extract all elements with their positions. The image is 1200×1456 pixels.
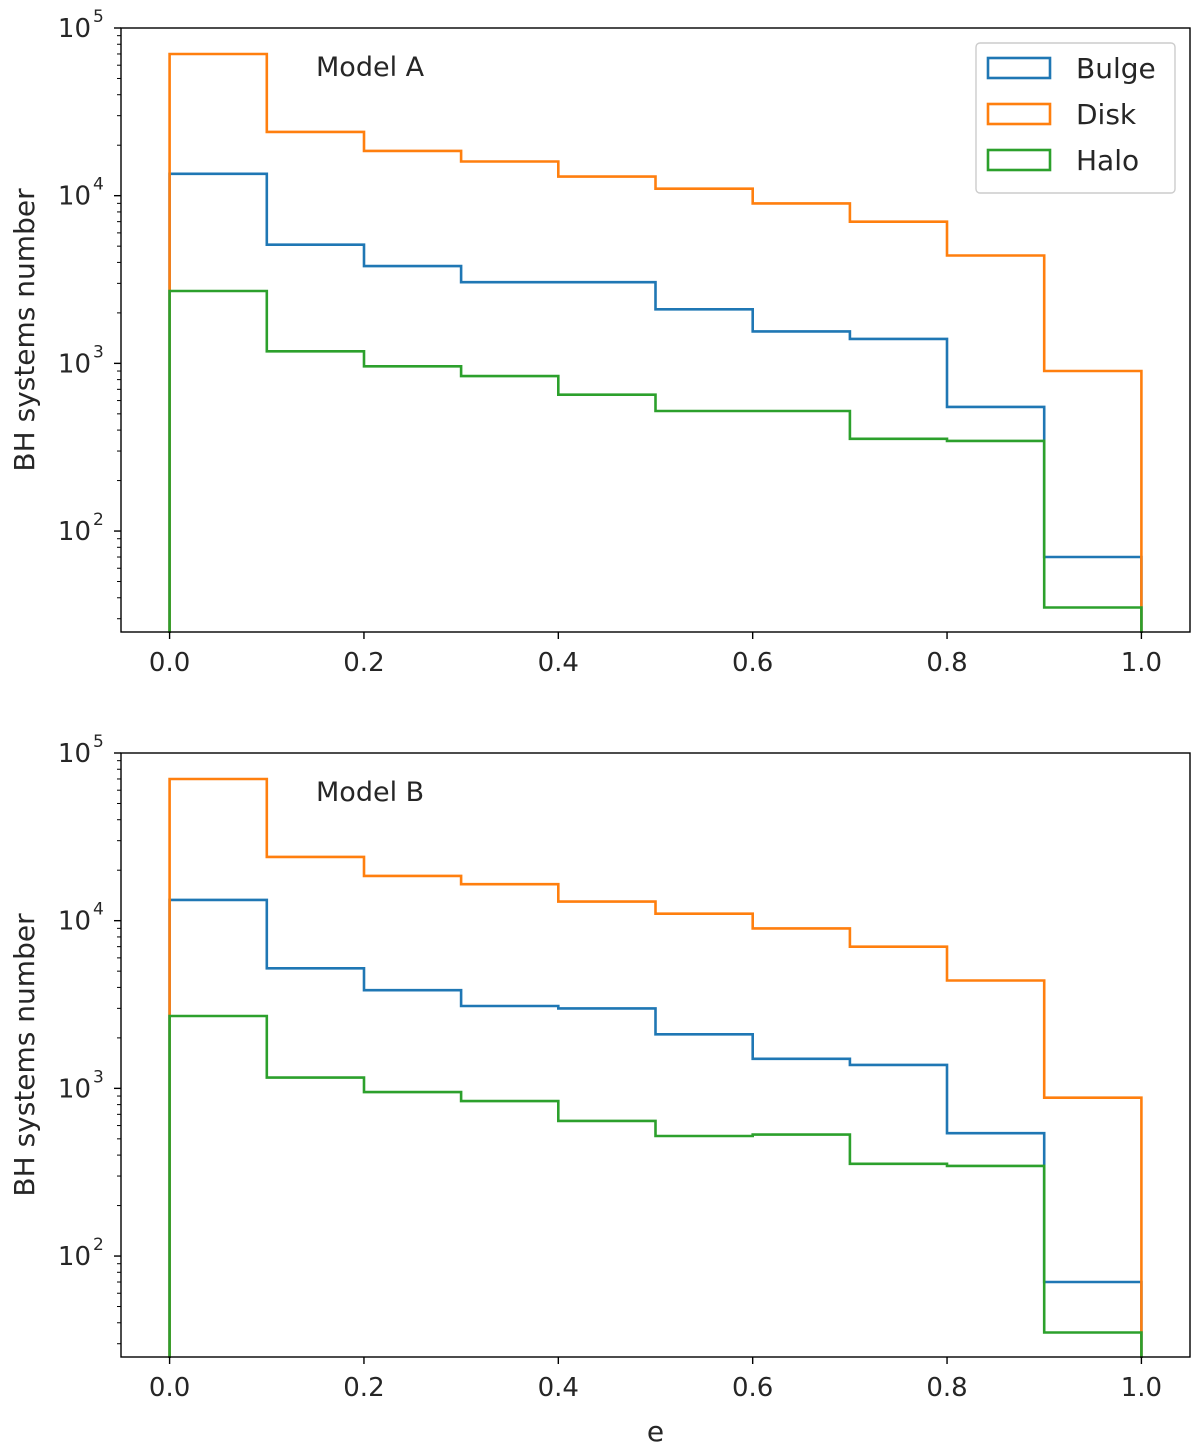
y-tick-label: 10 [58,907,91,937]
y-axis-label: BH systems number [8,913,41,1197]
y-tick-exponent: 2 [93,1235,104,1255]
plot-frame [120,752,1191,1358]
y-tick-label: 10 [58,14,91,44]
legend-label-bulge: Bulge [1076,52,1156,85]
y-axis-label: BH systems number [8,188,41,472]
x-axis-label: e [647,1415,664,1448]
x-tick-label: 0.6 [732,1373,773,1403]
x-tick-label: 0.4 [538,1373,579,1403]
x-tick-label: 0.6 [732,648,773,678]
legend-swatch-halo [986,148,1052,172]
x-tick-label: 0.4 [538,648,579,678]
y-tick-label: 10 [58,349,91,379]
x-tick-label: 0.8 [926,1373,967,1403]
legend-label-disk: Disk [1076,98,1137,131]
y-tick-label: 10 [58,182,91,212]
x-tick-label: 0.2 [343,648,384,678]
x-tick-label: 0.8 [926,648,967,678]
y-tick-exponent: 5 [93,732,104,752]
legend-box [975,42,1176,194]
x-tick-label: 1.0 [1121,648,1162,678]
plot-frame [120,27,1191,633]
y-tick-label: 10 [58,1074,91,1104]
legend-swatch-bulge [986,56,1052,80]
y-tick-label: 10 [58,739,91,769]
y-tick-exponent: 4 [93,900,104,920]
x-tick-label: 1.0 [1121,1373,1162,1403]
model-annotation: Model B [316,777,424,808]
series-bulge [168,172,1143,633]
model-annotation: Model A [316,52,425,83]
y-tick-exponent: 4 [93,175,104,195]
series-bulge [168,898,1143,1358]
series-halo [168,1014,1143,1358]
y-tick-exponent: 5 [93,7,104,27]
legend: Bulge Disk Halo [975,42,1176,194]
x-tick-label: 0.0 [149,648,190,678]
y-tick-exponent: 2 [93,510,104,530]
series-disk [168,52,1143,633]
x-tick-label: 0.0 [149,1373,190,1403]
legend-label-halo: Halo [1076,144,1139,177]
y-tick-label: 10 [58,1242,91,1272]
x-tick-label: 0.2 [343,1373,384,1403]
y-tick-exponent: 3 [93,342,104,362]
series-disk [168,777,1143,1358]
legend-swatch-disk [986,102,1052,126]
series-halo [168,289,1143,633]
y-tick-label: 10 [58,517,91,547]
y-tick-exponent: 3 [93,1067,104,1087]
